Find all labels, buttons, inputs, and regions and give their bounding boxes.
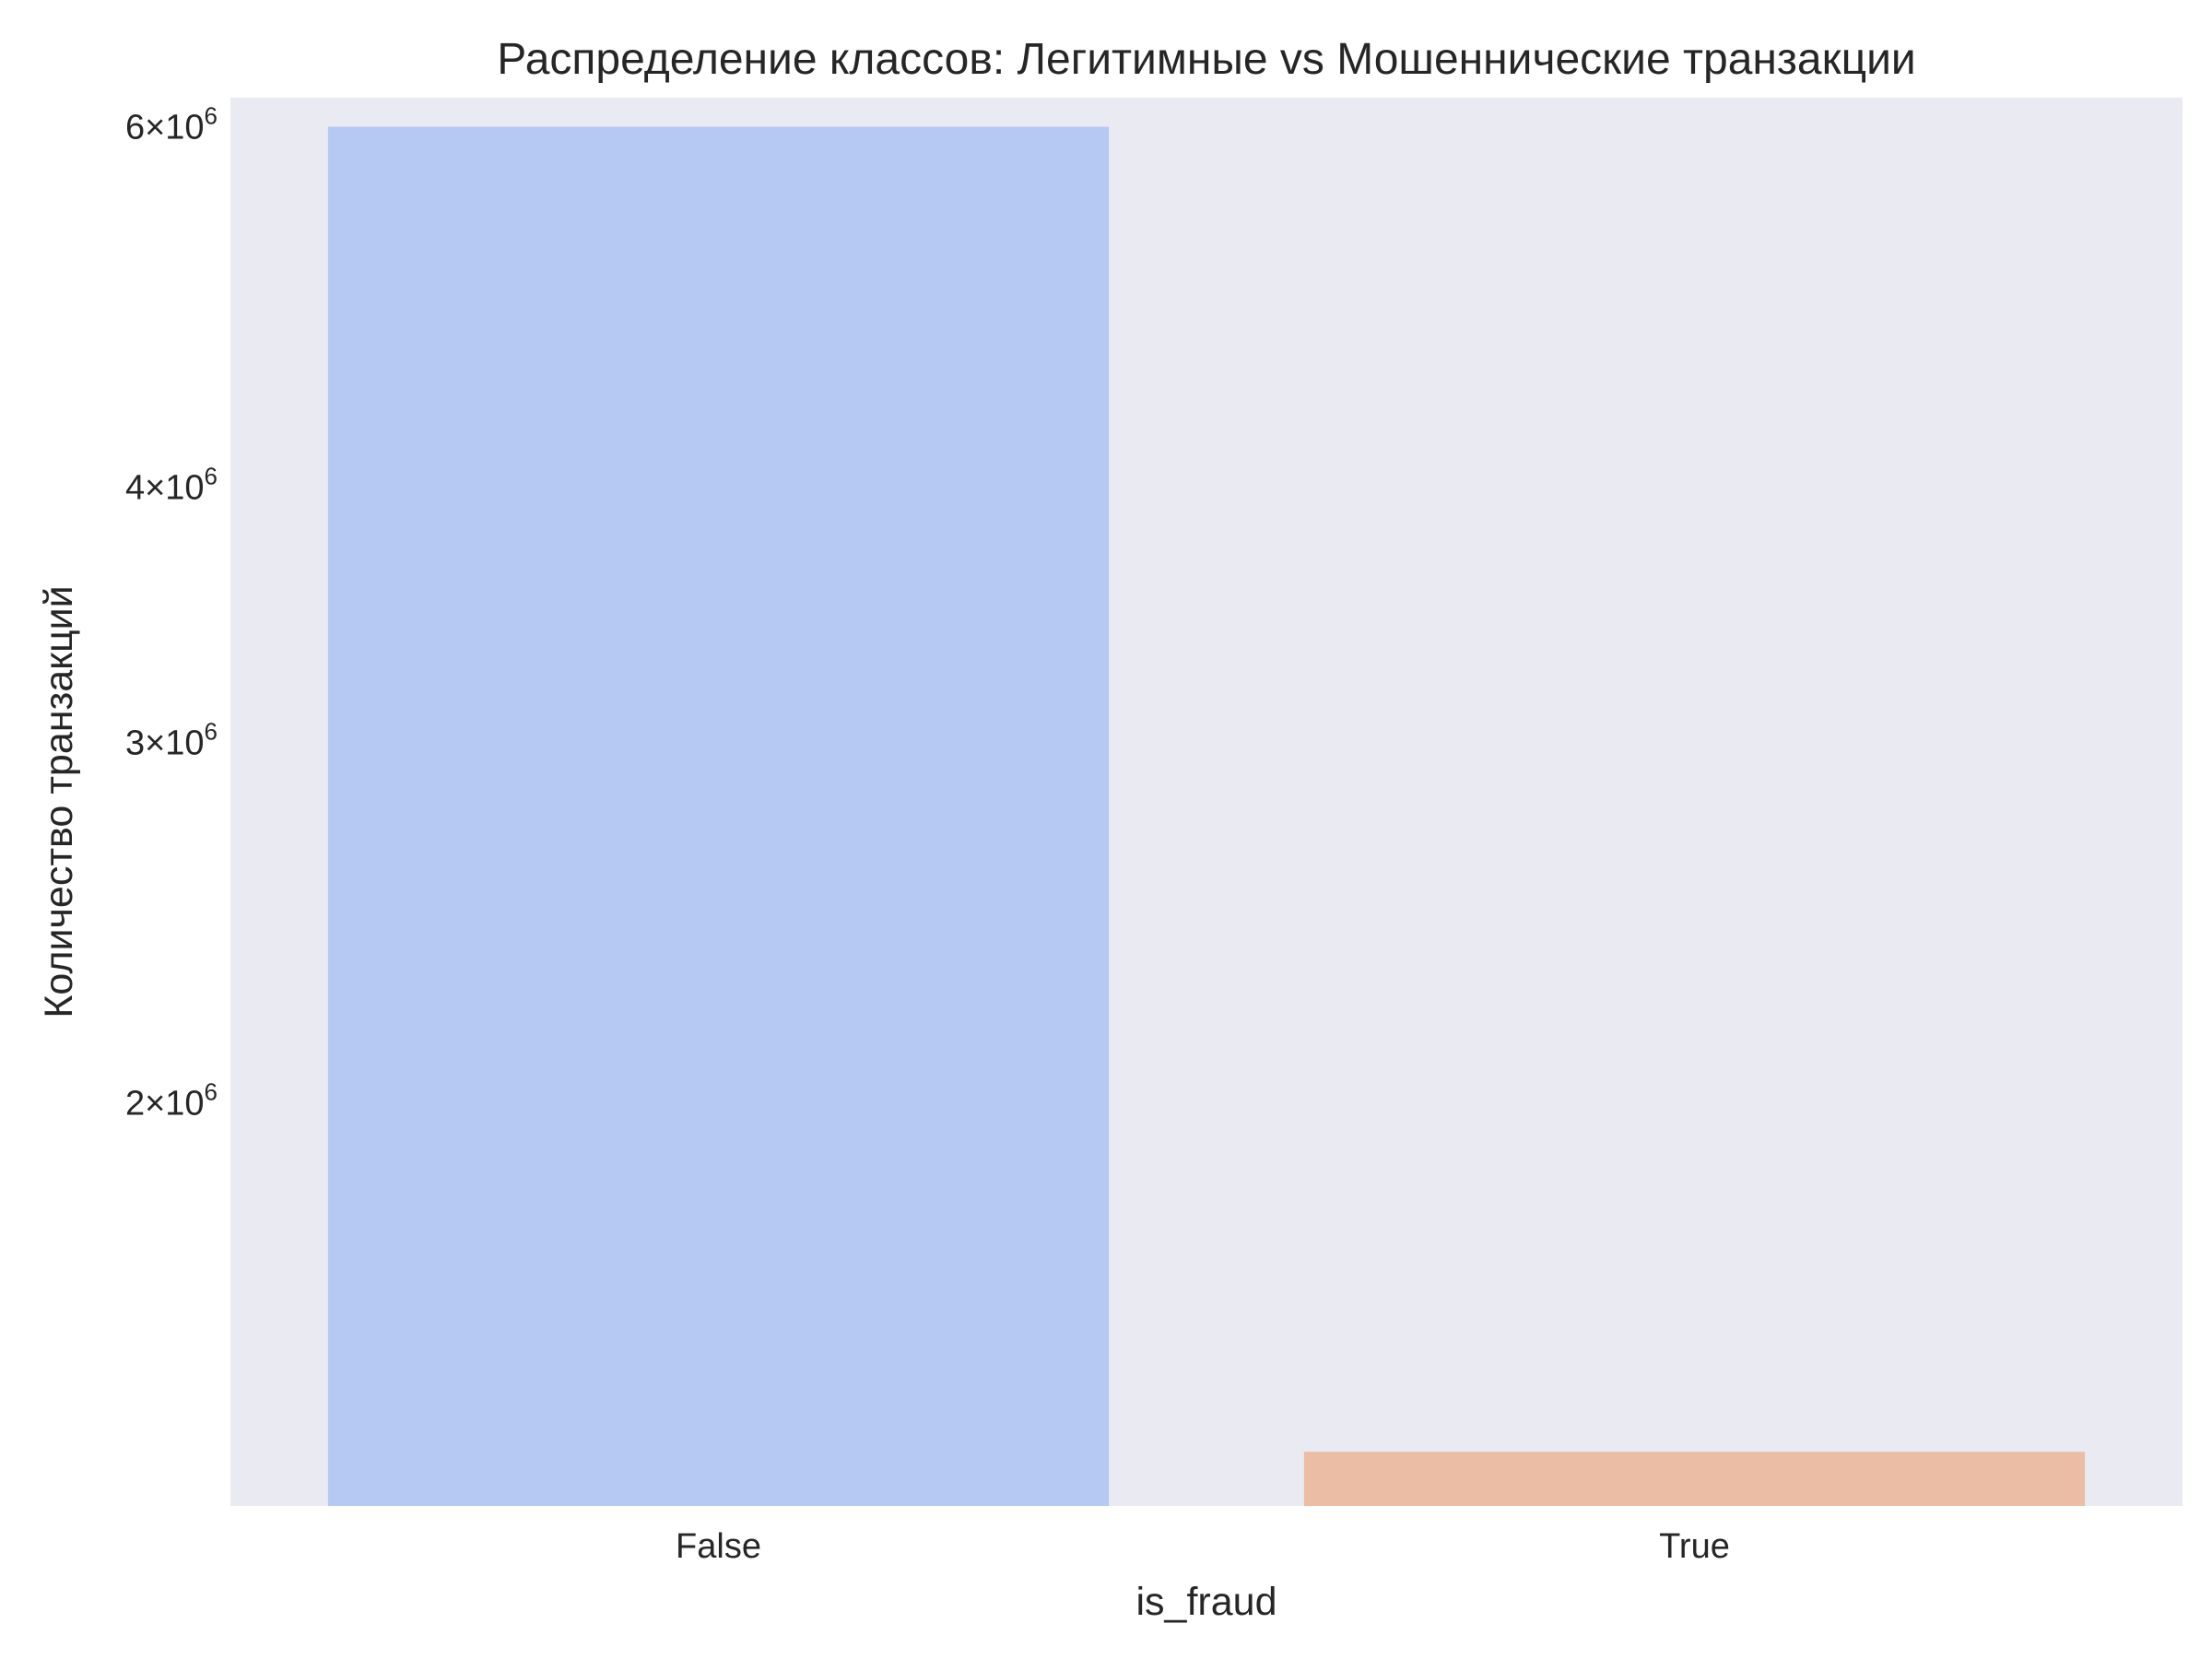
y-tick-label: 6×106 [125, 102, 218, 147]
y-tick-label: 2×106 [125, 1077, 218, 1123]
y-axis-ticks: 2×106 3×106 4×106 6×106 [125, 102, 218, 1124]
y-axis-label: Количество транзакций [37, 585, 81, 1018]
chart-title: Распределение классов: Легитимные vs Мош… [497, 35, 1915, 84]
bar-false [327, 126, 1110, 1507]
y-tick-label: 3×106 [125, 718, 218, 763]
x-tick-label: True [1659, 1527, 1730, 1566]
y-tick-label: 4×106 [125, 462, 218, 507]
bars-group [327, 126, 2086, 1507]
x-axis-ticks: False True [676, 1527, 1730, 1566]
x-tick-label: False [676, 1527, 761, 1566]
bar-true [1303, 1452, 2086, 1506]
x-axis-label: is_fraud [1136, 1580, 1277, 1624]
